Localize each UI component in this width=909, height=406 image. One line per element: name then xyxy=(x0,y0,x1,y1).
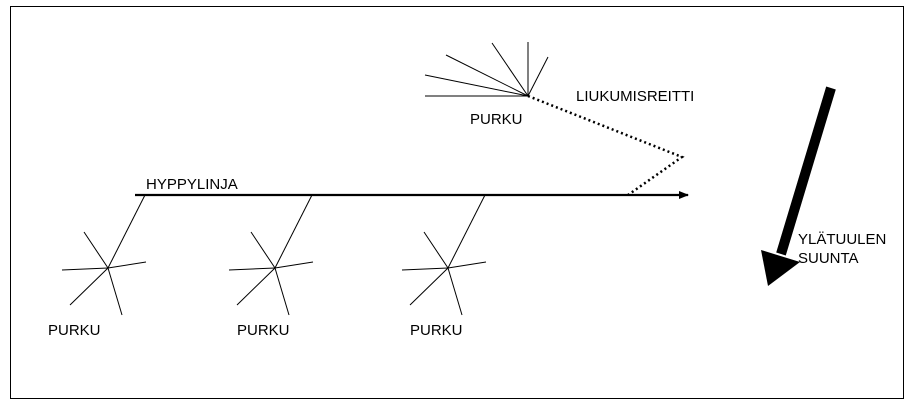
glide-route-path xyxy=(527,94,685,197)
release-label-3: PURKU xyxy=(410,322,463,339)
release-label-1: PURKU xyxy=(48,322,101,339)
diagram-border xyxy=(10,6,904,399)
upwind-label-line2: SUUNTA xyxy=(798,250,859,267)
release-label-2: PURKU xyxy=(237,322,290,339)
release-fan-top xyxy=(424,42,549,97)
glide-route-label: LIUKUMISREITTI xyxy=(576,88,694,105)
upwind-label-line1: YLÄTUULEN xyxy=(798,231,886,248)
release-star-3 xyxy=(401,194,487,316)
jump-line-label: HYPPYLINJA xyxy=(146,176,238,193)
release-label-top: PURKU xyxy=(470,111,523,128)
release-star-2 xyxy=(228,194,314,316)
upwind-arrow xyxy=(761,86,836,286)
release-star-1 xyxy=(61,194,147,316)
